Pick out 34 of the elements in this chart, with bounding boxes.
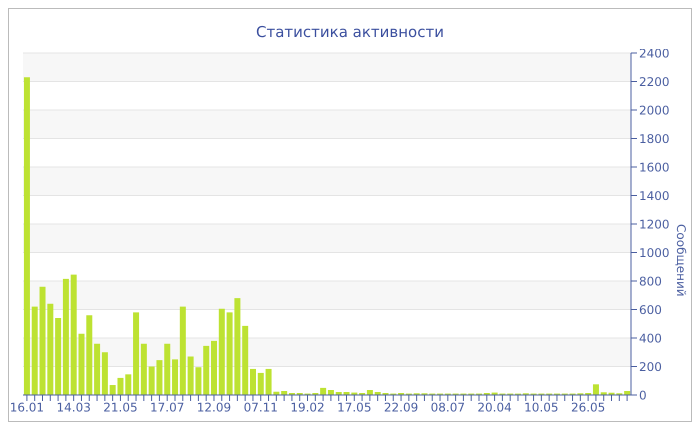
y-tick-label: 1200 [639, 217, 670, 232]
bar [172, 359, 178, 395]
bar [211, 340, 218, 395]
y-tick-label: 2200 [639, 74, 670, 89]
bar [592, 384, 599, 395]
y-tick-label: 1800 [639, 132, 670, 146]
bar [78, 334, 84, 395]
x-tick-label: 19.02 [290, 400, 325, 415]
x-tick-label: 22.09 [384, 400, 418, 415]
y-tick-label: 1600 [639, 160, 670, 174]
y-tick-label: 1000 [639, 246, 670, 260]
x-tick-label: 17.05 [337, 400, 372, 415]
bar [117, 378, 124, 395]
x-tick-label: 17.07 [150, 400, 184, 415]
x-tick-label: 14.03 [56, 400, 91, 415]
x-tick-label: 26.05 [570, 400, 606, 415]
x-tick-label: 20.04 [477, 400, 512, 415]
x-tick-label: 21.05 [103, 400, 138, 415]
y-tick-label: 800 [639, 274, 662, 288]
bar [250, 368, 256, 395]
x-tick-label: 08.07 [430, 400, 465, 415]
y-tick-label: 600 [639, 302, 662, 317]
chart-title: Статистика активности [256, 23, 444, 41]
x-tick-label: 10.05 [524, 400, 559, 415]
y-tick-label: 2000 [639, 103, 670, 118]
y-tick-label: 200 [639, 360, 662, 374]
y-tick-label: 400 [639, 331, 662, 346]
x-tick-label: 12.09 [196, 400, 232, 415]
y-tick-label: 1400 [639, 188, 670, 203]
bar [40, 286, 46, 395]
y-axis-title: Сообщений [674, 224, 688, 297]
x-tick-label: 16.01 [10, 400, 44, 415]
y-tick-label: 0 [639, 388, 647, 402]
x-tick-label: 07.11 [244, 400, 278, 415]
